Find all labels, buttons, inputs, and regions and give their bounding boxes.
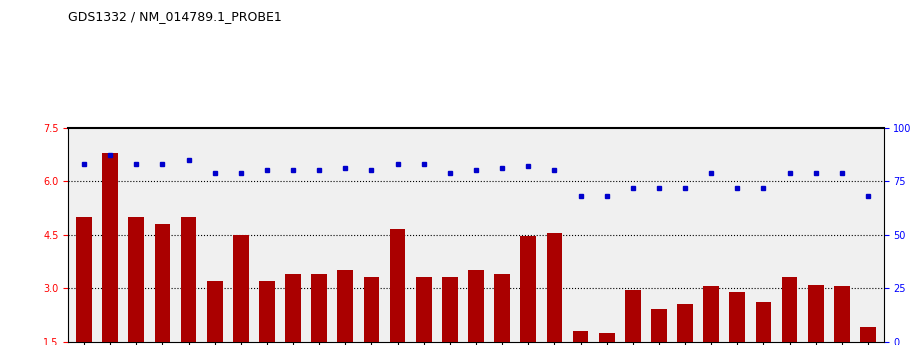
Bar — [312, 274, 327, 342]
Bar — [860, 327, 875, 342]
Bar — [808, 285, 824, 342]
Bar — [128, 217, 144, 342]
Bar — [651, 309, 667, 342]
Bar — [677, 304, 693, 342]
Bar — [337, 270, 353, 342]
Bar — [547, 233, 562, 342]
Bar — [730, 292, 745, 342]
Bar — [625, 290, 640, 342]
Bar — [180, 217, 197, 342]
Bar — [207, 281, 222, 342]
Bar — [155, 224, 170, 342]
Bar — [468, 270, 484, 342]
Bar — [77, 217, 92, 342]
Bar — [573, 331, 589, 342]
Bar — [495, 274, 510, 342]
Bar — [520, 236, 536, 342]
Bar — [755, 302, 772, 342]
Text: GDS1332 / NM_014789.1_PROBE1: GDS1332 / NM_014789.1_PROBE1 — [68, 10, 282, 23]
Bar — [363, 277, 379, 342]
Bar — [416, 277, 432, 342]
Bar — [285, 274, 301, 342]
Bar — [102, 152, 118, 342]
Bar — [233, 235, 249, 342]
Bar — [782, 277, 797, 342]
Bar — [599, 333, 615, 342]
Bar — [390, 229, 405, 342]
Bar — [442, 277, 457, 342]
Bar — [259, 281, 275, 342]
Bar — [703, 286, 719, 342]
Bar — [834, 286, 850, 342]
